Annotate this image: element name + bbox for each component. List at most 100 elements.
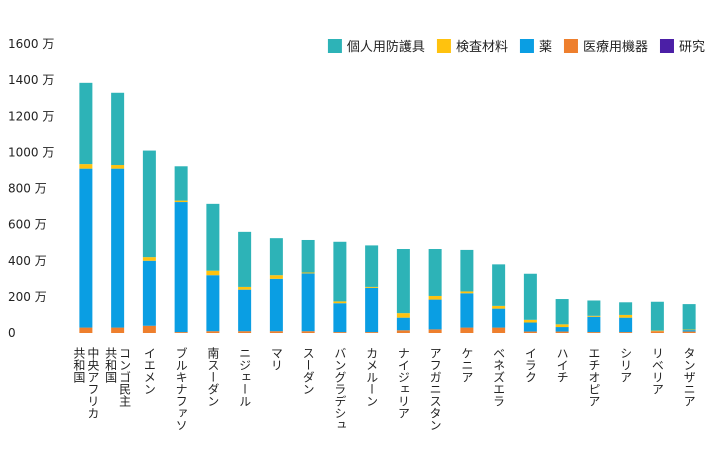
bar-segment (142, 325, 156, 333)
x-tick-label-line: スーダン (301, 347, 315, 395)
bar-segment (619, 302, 633, 315)
legend-swatch (659, 39, 674, 53)
bar-stack (174, 166, 188, 333)
x-tick-label-line: イエメン (142, 347, 156, 395)
bar-stack (111, 92, 125, 333)
x-tick-label: スーダン (301, 347, 315, 395)
bar-segment (79, 82, 93, 165)
x-tick-label-line: 中央アフリカ (86, 346, 100, 419)
bar-segment (301, 239, 315, 273)
bar-segment (682, 330, 696, 332)
bar-segment (174, 166, 188, 201)
bar-segment (523, 319, 537, 323)
bar-segment (492, 264, 506, 306)
x-tick-label: 南スーダン (206, 346, 220, 407)
bar-segment (396, 249, 410, 314)
bar-segment (365, 245, 379, 287)
bar-segment (333, 241, 347, 302)
bar-segment (650, 330, 664, 332)
bar-segment (269, 331, 283, 333)
x-tick-label-line: タンザニア (682, 347, 696, 407)
x-tick-label: バングラデシュ (333, 347, 347, 431)
bar-segment (460, 249, 474, 292)
x-tick-label: タンザニア (682, 347, 696, 407)
x-tick-label-line: ケニア (460, 347, 474, 383)
legend-item: 薬 (519, 39, 552, 55)
bar-stack (333, 241, 347, 333)
bar-segment (111, 327, 125, 333)
bar-segment (523, 331, 537, 333)
x-tick-label-line: シリア (619, 347, 633, 383)
bar-segment (333, 332, 347, 333)
legend-item: 検査材料 (436, 39, 508, 55)
y-tick-label: 200 万 (8, 290, 47, 304)
y-tick-label: 800 万 (8, 182, 47, 196)
legend-label: 医療用機器 (583, 40, 648, 55)
bar-segment (428, 299, 442, 330)
bar-segment (142, 260, 156, 326)
legend: 個人用防護具 検査材料 薬 医療用機器 研究 (327, 39, 705, 55)
bar-segment (301, 273, 315, 332)
bar-stack (428, 249, 442, 333)
bar-segment (555, 324, 569, 328)
legend-item: 医療用機器 (563, 39, 648, 55)
bar-segment (428, 295, 442, 300)
x-tick-label: ニジェール (238, 347, 252, 407)
y-tick-label: 1200 万 (8, 109, 54, 123)
bar-segment (174, 332, 188, 333)
legend-label: 研究 (679, 40, 705, 55)
bar-segment (333, 301, 347, 304)
bar-stack (79, 82, 93, 333)
bar-segment (523, 273, 537, 320)
bar-segment (460, 291, 474, 294)
x-tick-label-line: 共和国 (104, 347, 118, 383)
y-tick-label: 0 (8, 326, 16, 340)
legend-swatch (327, 39, 342, 53)
bar-stack (301, 239, 315, 333)
bars (79, 82, 696, 333)
x-tick-label-line: コンゴ民主 (118, 347, 132, 407)
x-tick-label-line: イラク (523, 347, 537, 383)
x-tick-label: イエメン (142, 347, 156, 395)
x-tick-label-line: エチオピア (587, 347, 601, 407)
bar-segment (238, 286, 252, 290)
bar-stack (396, 249, 410, 333)
bar-segment (682, 331, 696, 333)
bar-segment (650, 331, 664, 333)
legend-label: 薬 (539, 40, 552, 55)
bar-stack (555, 299, 569, 333)
bar-segment (365, 332, 379, 333)
x-tick-label-line: マリ (269, 347, 283, 371)
bar-segment (682, 329, 696, 331)
bar-segment (79, 164, 93, 169)
bar-stack (619, 302, 633, 333)
bar-segment (523, 322, 537, 332)
x-tick-label-line: 南スーダン (206, 346, 220, 407)
bar-stack (269, 238, 283, 333)
legend-label: 検査材料 (456, 40, 508, 55)
x-tick-label: マリ (269, 347, 283, 371)
bar-segment (650, 301, 664, 331)
x-tick-label: シリア (619, 347, 633, 383)
bar-segment (428, 329, 442, 333)
y-tick-label: 400 万 (8, 254, 47, 268)
y-tick-label: 1000 万 (8, 145, 54, 159)
bar-segment (396, 317, 410, 331)
bar-segment (238, 231, 252, 287)
y-axis: 0 200 万 400 万 600 万 800 万 1000 万 1200 万 1400 万 1… (8, 37, 54, 340)
legend-item: 研究 (659, 39, 705, 55)
bar-segment (206, 275, 220, 332)
bar-segment (238, 289, 252, 332)
bar-segment (365, 287, 379, 333)
bar-stack (365, 245, 379, 333)
bar-segment (111, 168, 125, 328)
bar-stack (460, 249, 474, 333)
x-tick-label-line: ナイジェリア (396, 347, 410, 419)
bar-segment (682, 304, 696, 330)
bar-segment (269, 278, 283, 332)
x-tick-label-line: リベリア (650, 347, 664, 395)
x-tick-label-line: ニジェール (238, 347, 252, 407)
